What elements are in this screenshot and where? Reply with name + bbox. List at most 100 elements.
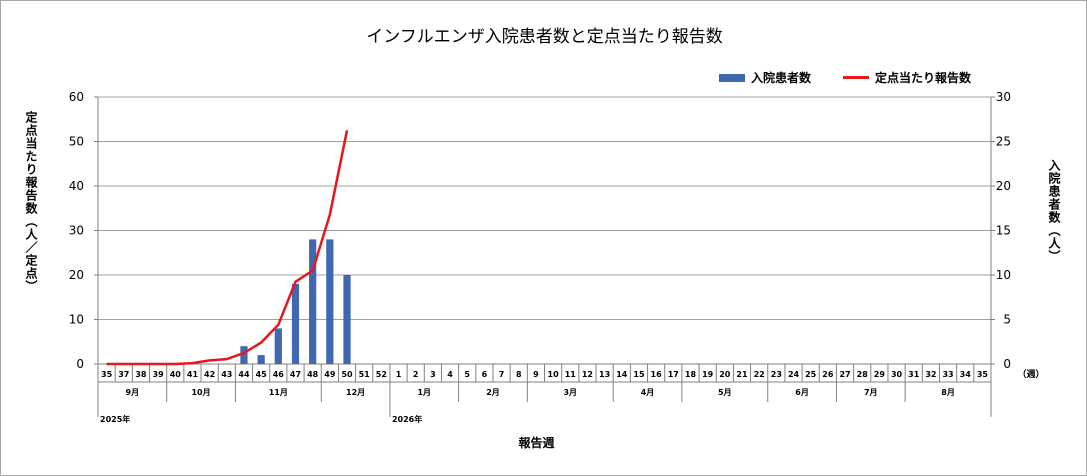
week-label: 44 [238, 370, 250, 379]
week-label: 40 [170, 370, 182, 379]
y-right-tick-label: 15 [996, 224, 1011, 238]
week-label: 26 [822, 370, 834, 379]
y-right-tick-label: 25 [996, 135, 1011, 149]
y-left-tick-label: 30 [69, 224, 84, 238]
week-label: 31 [908, 370, 920, 379]
x-axis-title: 報告週 [518, 435, 554, 450]
week-label: 29 [874, 370, 886, 379]
month-label: 2月 [486, 388, 500, 397]
y-left-tick-label: 60 [69, 90, 84, 104]
legend-swatch-line [843, 76, 869, 79]
week-label: 47 [290, 370, 301, 379]
week-label: 32 [925, 370, 936, 379]
week-label: 3 [430, 370, 436, 379]
legend-swatch-bar [719, 73, 745, 82]
y-left-tick-label: 40 [69, 179, 84, 193]
week-label: 16 [651, 370, 663, 379]
month-label: 10月 [191, 388, 210, 397]
week-label: 24 [788, 370, 800, 379]
week-label: 5 [464, 370, 470, 379]
bar-hospitalized [240, 346, 248, 364]
week-label: 11 [565, 370, 577, 379]
week-label: 6 [482, 370, 488, 379]
y-right-tick-label: 10 [996, 268, 1011, 282]
week-label: 12 [582, 370, 593, 379]
week-label: 41 [187, 370, 199, 379]
legend-label-per-sentinel: 定点当たり報告数 [875, 71, 972, 85]
week-label: 37 [118, 370, 129, 379]
y-right-tick-label: 30 [996, 90, 1011, 104]
week-label: 43 [221, 370, 232, 379]
week-label: 30 [891, 370, 903, 379]
chart-title: インフルエンザ入院患者数と定点当たり報告数 [366, 27, 723, 47]
week-label: 10 [548, 370, 560, 379]
week-label: 38 [135, 370, 147, 379]
week-label: 46 [273, 370, 285, 379]
week-label: 51 [359, 370, 371, 379]
week-label: 19 [702, 370, 714, 379]
week-label: 2 [413, 370, 419, 379]
line-per-sentinel [106, 130, 349, 366]
week-label: 17 [668, 370, 679, 379]
bar-hospitalized [274, 328, 282, 364]
week-label: 35 [101, 370, 113, 379]
week-label: 28 [857, 370, 869, 379]
week-label: 14 [616, 370, 628, 379]
month-label: 6月 [795, 388, 809, 397]
week-label: 34 [960, 370, 972, 379]
y-left-tick-label: 50 [69, 135, 84, 149]
week-label: 48 [307, 370, 319, 379]
bar-hospitalized [326, 239, 334, 364]
month-label: 1月 [417, 388, 431, 397]
week-label: 18 [685, 370, 697, 379]
bar-hospitalized [257, 355, 265, 364]
month-label: 3月 [563, 388, 577, 397]
month-label: 11月 [269, 388, 288, 397]
week-label: 4 [447, 370, 453, 379]
y-right-tick-label: 20 [996, 179, 1011, 193]
week-label: 8 [516, 370, 522, 379]
year-label: 2026年 [392, 414, 422, 424]
legend-item-hospitalized: 入院患者数 [719, 69, 811, 86]
week-label: 50 [341, 370, 353, 379]
week-label: 33 [942, 370, 953, 379]
legend-item-per-sentinel: 定点当たり報告数 [843, 69, 971, 86]
week-label: 9 [533, 370, 539, 379]
month-label: 8月 [941, 388, 955, 397]
week-label: 13 [599, 370, 610, 379]
year-label: 2025年 [100, 414, 130, 424]
bar-hospitalized [343, 275, 351, 364]
month-label: 9月 [126, 388, 140, 397]
bar-hospitalized [309, 239, 317, 364]
month-label: 5月 [718, 388, 732, 397]
week-label: 42 [204, 370, 215, 379]
y-left-tick-label: 20 [69, 268, 84, 282]
week-label: 22 [754, 370, 765, 379]
week-label: 23 [771, 370, 782, 379]
y-axis-right-label: 入院患者数（人） [1047, 159, 1061, 263]
x-unit-label: （週） [1017, 369, 1044, 380]
month-label: 12月 [346, 388, 365, 397]
week-label: 35 [977, 370, 989, 379]
week-label: 7 [499, 370, 505, 379]
week-label: 45 [256, 370, 268, 379]
month-label: 7月 [864, 388, 878, 397]
y-axis-left-label: 定点当たり報告数（人／定点） [24, 111, 38, 293]
y-right-tick-label: 5 [1003, 313, 1011, 327]
y-right-tick-label: 0 [1003, 357, 1011, 371]
week-label: 49 [324, 370, 336, 379]
week-label: 52 [376, 370, 387, 379]
legend-label-hospitalized: 入院患者数 [751, 71, 812, 85]
week-label: 39 [153, 370, 165, 379]
week-label: 27 [839, 370, 850, 379]
week-label: 21 [736, 370, 748, 379]
bar-hospitalized [291, 283, 300, 364]
y-left-tick-label: 10 [69, 313, 84, 327]
week-label: 1 [396, 370, 402, 379]
week-label: 25 [805, 370, 817, 379]
week-label: 20 [719, 370, 731, 379]
week-label: 15 [633, 370, 645, 379]
month-label: 4月 [641, 388, 655, 397]
